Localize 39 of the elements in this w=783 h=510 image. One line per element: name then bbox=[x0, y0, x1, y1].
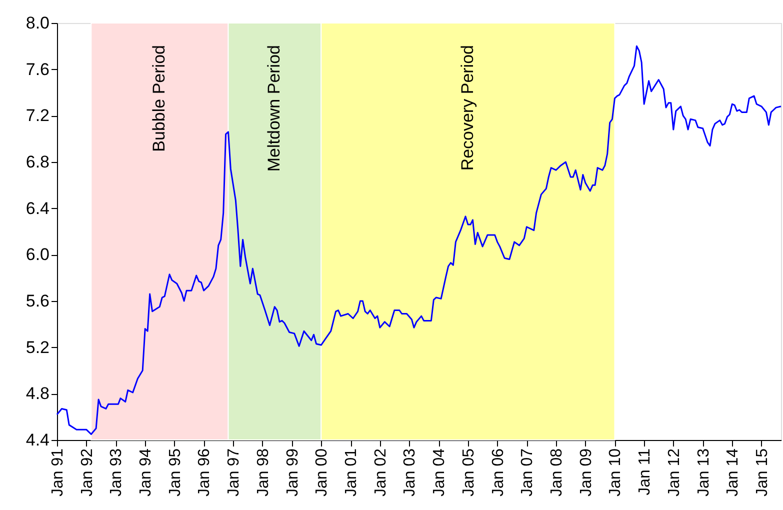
y-tick-label: 4.8 bbox=[26, 384, 50, 404]
x-tick-label: Jan 98 bbox=[254, 448, 272, 497]
band-label: Meltdown Period bbox=[264, 45, 284, 172]
x-tick-label: Jan 96 bbox=[196, 448, 214, 497]
x-tick-label: Jan 04 bbox=[431, 448, 448, 497]
x-tick-label: Jan 95 bbox=[166, 448, 184, 497]
y-tick-label: 7.2 bbox=[26, 106, 50, 126]
y-tick-label: 8.0 bbox=[26, 14, 50, 32]
x-tick-label: Jan 12 bbox=[666, 448, 683, 497]
band-label: Bubble Period bbox=[150, 45, 169, 152]
x-tick-label: Jan 99 bbox=[284, 448, 302, 497]
y-tick-label: 4.4 bbox=[26, 430, 50, 450]
x-tick-label: Jan 14 bbox=[724, 448, 742, 497]
y-tick-label: 5.6 bbox=[26, 292, 50, 310]
y-tick-label: 7.6 bbox=[26, 60, 50, 79]
y-tick-label: 5.2 bbox=[26, 338, 50, 357]
x-tick-label: Jan 10 bbox=[607, 448, 624, 497]
x-tick-label: Jan 07 bbox=[519, 448, 536, 497]
x-tick-label: Jan 97 bbox=[226, 448, 243, 497]
x-tick-label: Jan 11 bbox=[636, 448, 654, 496]
x-tick-label: Jan 94 bbox=[138, 448, 155, 497]
x-tick-label: Jan 91 bbox=[50, 448, 66, 497]
line-series bbox=[56, 45, 782, 435]
x-tick-label: Jan 15 bbox=[754, 448, 771, 497]
x-tick-label: Jan 08 bbox=[548, 448, 566, 497]
x-tick-label: Jan 03 bbox=[402, 448, 419, 497]
y-tick-label: 6.0 bbox=[26, 245, 50, 264]
y-tick-label: 6.4 bbox=[26, 198, 50, 218]
x-tick-label: Jan 02 bbox=[372, 448, 390, 497]
x-tick-label: Jan 13 bbox=[695, 448, 712, 497]
x-tick-label: Jan 06 bbox=[490, 448, 507, 497]
y-tick-label: 6.8 bbox=[26, 152, 50, 172]
x-tick-label: Jan 09 bbox=[578, 448, 595, 497]
x-tick-label: Jan 93 bbox=[108, 448, 126, 497]
x-tick-label: Jan 92 bbox=[78, 448, 96, 497]
x-tick-label: Jan 05 bbox=[460, 448, 478, 497]
x-tick-label: Jan 01 bbox=[343, 448, 360, 497]
x-tick-label: Jan 00 bbox=[314, 448, 331, 497]
band-label: Recovery Period bbox=[458, 45, 477, 171]
